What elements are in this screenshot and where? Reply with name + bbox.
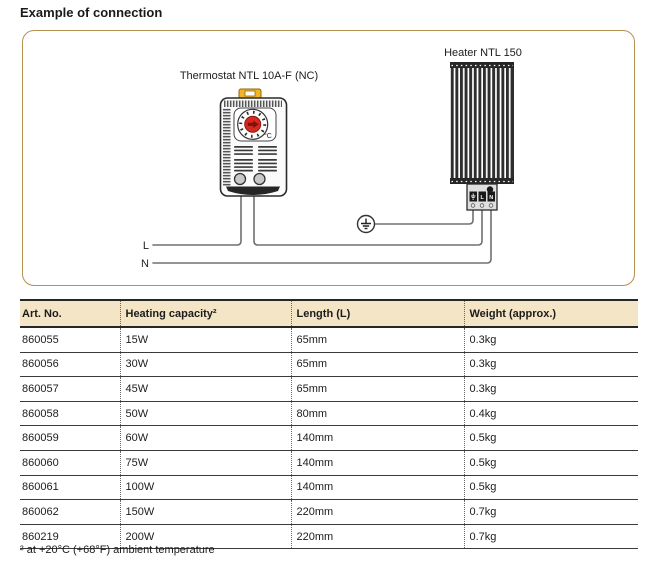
col-header-weight: Weight (approx.) (463, 300, 638, 328)
cell-weight: 0.3kg (463, 352, 638, 378)
terminal-live (478, 191, 486, 202)
cell-weight: 0.4kg (463, 401, 638, 427)
cell-heating-capacity: 75W (119, 450, 291, 476)
cell-length: 140mm (290, 425, 464, 451)
cell-length: 65mm (290, 352, 464, 378)
cell-art-no: 860060 (20, 450, 120, 476)
cell-length: 65mm (290, 327, 464, 353)
heater-top-bar (450, 62, 514, 68)
temperature-dial: °C (233, 107, 277, 142)
terminal-ground (469, 191, 477, 202)
thermostat-label: Thermostat NTL 10A-F (NC) (180, 70, 318, 82)
table-row: 860060 75W 140mm 0.5kg (20, 450, 638, 476)
thermostat-vent-slats (234, 146, 277, 172)
thermostat-terminal-left (233, 172, 247, 186)
cell-art-no: 860219 (20, 524, 120, 550)
wiring: L N (141, 195, 492, 270)
thermostat-side-vent (223, 108, 231, 186)
wire-live-right (253, 195, 483, 246)
cell-heating-capacity: 15W (119, 327, 291, 353)
dial-arrow-icon (247, 120, 259, 129)
cell-art-no: 860056 (20, 352, 120, 378)
spec-table-body: 860055 15W 65mm 0.3kg 860056 30W 65mm 0.3kg 8600… (20, 327, 638, 550)
heater-label: Heater NTL 150 (444, 47, 522, 59)
thermostat-base (226, 186, 280, 195)
table-row: 860057 45W 65mm 0.3kg (20, 376, 638, 402)
cell-weight: 0.7kg (463, 524, 638, 550)
col-header-length: Length (L) (290, 300, 464, 328)
terminal-ground-icon (471, 193, 476, 200)
cell-art-no: 860062 (20, 499, 120, 525)
heater-fins (450, 68, 514, 178)
connection-diagram-box: Thermostat NTL 10A-F (NC) Heater NTL 150… (22, 30, 635, 286)
cell-heating-capacity: 200W (119, 524, 291, 550)
cell-heating-capacity: 60W (119, 425, 291, 451)
cell-heating-capacity: 50W (119, 401, 291, 427)
cell-weight: 0.3kg (463, 376, 638, 402)
terminal-block-dot (486, 186, 494, 193)
cell-weight: 0.5kg (463, 450, 638, 476)
col-header-art-no: Art. No. (20, 300, 120, 328)
table-row: 860055 15W 65mm 0.3kg (20, 327, 638, 353)
heater-bottom-bar (450, 178, 514, 184)
line-label-neutral: N (141, 258, 149, 270)
table-row: 860058 50W 80mm 0.4kg (20, 401, 638, 427)
terminal-live-label: L (481, 195, 485, 201)
cell-weight: 0.3kg (463, 327, 638, 353)
cell-length: 140mm (290, 450, 464, 476)
clip-notch (244, 90, 256, 97)
terminal-neutral (487, 191, 495, 202)
col-header-heating-capacity: Heating capacity² (119, 300, 291, 328)
cell-art-no: 860059 (20, 425, 120, 451)
footnote: ² at +20°C (+68°F) ambient temperature (20, 544, 215, 556)
wire-neutral (152, 209, 492, 264)
heater-terminal-block: L N (466, 183, 498, 211)
cell-length: 220mm (290, 524, 464, 550)
cell-length: 220mm (290, 499, 464, 525)
cell-weight: 0.5kg (463, 475, 638, 501)
table-header-row: Art. No. Heating capacity² Length (L) We… (20, 300, 638, 328)
cell-weight: 0.7kg (463, 499, 638, 525)
spec-table: Art. No. Heating capacity² Length (L) We… (20, 299, 638, 550)
connection-diagram: Thermostat NTL 10A-F (NC) Heater NTL 150… (141, 47, 522, 270)
terminal-neutral-label: N (489, 195, 493, 201)
line-label-live: L (143, 240, 149, 252)
table-row: 860059 60W 140mm 0.5kg (20, 425, 638, 451)
table-row: 860219 200W 220mm 0.7kg (20, 524, 638, 550)
thermostat-graphic: °C (219, 88, 288, 197)
cell-art-no: 860055 (20, 327, 120, 353)
thermostat-terminal-right (253, 172, 266, 186)
cell-art-no: 860057 (20, 376, 120, 402)
dial-tick-marks (239, 110, 267, 138)
table-row: 860056 30W 65mm 0.3kg (20, 352, 638, 378)
cell-heating-capacity: 100W (119, 475, 291, 501)
wire-live-left (152, 195, 242, 246)
ground-symbol-icon (356, 214, 376, 234)
spec-table-container: Art. No. Heating capacity² Length (L) We… (20, 299, 638, 550)
cell-heating-capacity: 150W (119, 499, 291, 525)
thermostat-top-vent (224, 100, 282, 107)
cell-length: 65mm (290, 376, 464, 402)
cell-length: 80mm (290, 401, 464, 427)
cell-heating-capacity: 30W (119, 352, 291, 378)
heater-graphic: L N (450, 62, 514, 211)
cell-heating-capacity: 45W (119, 376, 291, 402)
table-row: 860061 100W 140mm 0.5kg (20, 475, 638, 501)
page-title: Example of connection (20, 5, 163, 20)
table-row: 860062 150W 220mm 0.7kg (20, 499, 638, 525)
dial-unit-label: °C (264, 132, 272, 140)
cell-weight: 0.5kg (463, 425, 638, 451)
cell-art-no: 860061 (20, 475, 120, 501)
cell-art-no: 860058 (20, 401, 120, 427)
wire-ground (373, 209, 474, 225)
cell-length: 140mm (290, 475, 464, 501)
